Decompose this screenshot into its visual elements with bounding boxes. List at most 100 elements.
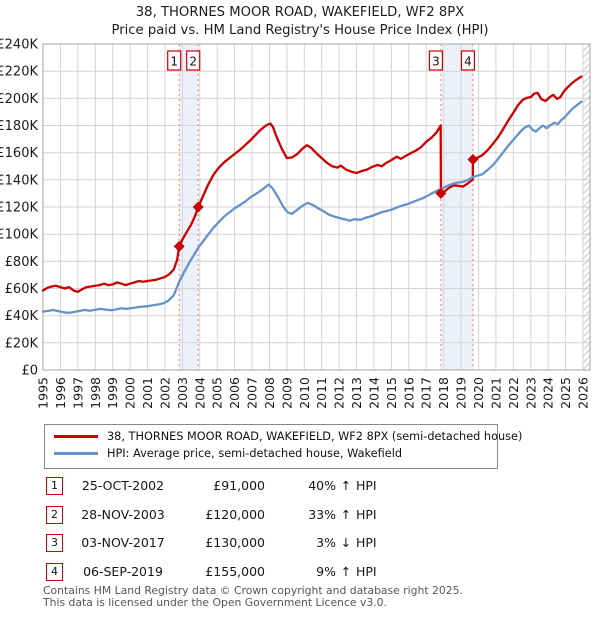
future-hatch-line (582, 297, 591, 305)
future-hatch-line (582, 310, 591, 318)
future-hatch-line (582, 290, 591, 299)
future-hatch-line (582, 141, 591, 149)
future-hatch-line (582, 284, 591, 292)
transaction-marker-number: 3 (46, 534, 63, 552)
sale-marker-box (167, 50, 182, 71)
x-tick-label: 1998 (88, 377, 103, 409)
future-hatch-line (582, 212, 591, 221)
hpi-line-swatch (54, 452, 98, 455)
x-tick-label: 2006 (227, 377, 242, 409)
x-tick-label: 2008 (262, 377, 277, 409)
x-tick-label: 2016 (401, 377, 416, 409)
x-tick-label: 2000 (123, 377, 138, 409)
future-hatch-line (582, 199, 591, 208)
transaction-price: £130,000 (205, 535, 265, 550)
price-line-swatch (54, 435, 98, 438)
future-hatch-line (582, 50, 591, 58)
x-tick-label: 1997 (70, 377, 85, 409)
up-arrow-icon: ↑ (340, 564, 352, 579)
x-tick-label: 1996 (53, 377, 68, 409)
x-tick-label: 2024 (541, 377, 556, 409)
transaction-hpi-percent: 33% (308, 507, 336, 522)
x-tick-label: 2026 (576, 377, 591, 409)
future-hatch-line (582, 108, 591, 117)
sale-point-marker (173, 240, 185, 252)
x-tick-label: 2022 (506, 377, 521, 409)
future-hatch-line (582, 225, 591, 234)
up-arrow-icon: ↑ (340, 507, 352, 522)
transaction-hpi-percent: 9% (316, 564, 336, 579)
down-arrow-icon: ↓ (340, 535, 352, 550)
sale-point-marker (467, 153, 479, 165)
x-tick-label: 2011 (314, 377, 329, 409)
future-hatch-line (582, 56, 591, 65)
x-tick-label: 2021 (488, 377, 503, 409)
transaction-price: £120,000 (205, 507, 265, 522)
x-tick-label: 2003 (175, 377, 190, 409)
future-hatch-line (582, 245, 591, 253)
up-arrow-icon: ↑ (340, 478, 352, 493)
future-hatch-line (582, 206, 591, 214)
transaction-date: 03-NOV-2017 (81, 535, 165, 550)
future-hatch-line (582, 128, 591, 136)
transaction-marker-number: 1 (46, 477, 63, 495)
future-hatch-line (582, 329, 591, 338)
table-row: 1 25-OCT-2002 £91,000 40% ↑ HPI (46, 477, 446, 497)
table-row: 3 03-NOV-2017 £130,000 3% ↓ HPI (46, 534, 446, 554)
transaction-price: £155,000 (205, 564, 265, 579)
x-tick-label: 2014 (367, 377, 382, 409)
x-tick-label: 2005 (210, 377, 225, 409)
sale-marker-box (186, 50, 201, 71)
x-tick-label: 2015 (384, 377, 399, 409)
sale-marker-box (460, 50, 475, 71)
x-tick-label: 2025 (558, 377, 573, 409)
x-tick-label: 2009 (279, 377, 294, 409)
future-hatch-line (582, 277, 591, 286)
x-tick-label: 2013 (349, 377, 364, 409)
future-hatch-line (582, 43, 591, 52)
future-hatch-line (582, 180, 591, 188)
x-tick-label: 2002 (157, 377, 172, 409)
x-tick-label: 2019 (454, 377, 469, 409)
x-tick-label: 1999 (105, 377, 120, 409)
future-hatch-line (582, 134, 591, 143)
transaction-date: 25-OCT-2002 (81, 478, 165, 493)
x-tick-label: 2017 (419, 377, 434, 409)
y-tick-label: £180K (0, 119, 38, 134)
chart-legend: 38, THORNES MOOR ROAD, WAKEFIELD, WF2 8P… (44, 424, 522, 469)
future-hatch-line (582, 232, 591, 240)
hpi-line (41, 100, 583, 315)
legend-row-price-paid: 38, THORNES MOOR ROAD, WAKEFIELD, WF2 8P… (45, 428, 522, 445)
transaction-hpi-percent: 3% (316, 535, 336, 550)
transaction-price: £91,000 (213, 478, 265, 493)
x-tick-label: 2001 (140, 377, 155, 409)
x-tick-label: 2007 (245, 377, 260, 409)
future-hatch-line (582, 82, 591, 91)
future-hatch-line (582, 355, 591, 364)
price-line-legend-label: 38, THORNES MOOR ROAD, WAKEFIELD, WF2 8P… (107, 430, 523, 443)
future-hatch-line (582, 349, 591, 357)
future-hatch-line (582, 154, 591, 162)
y-tick-label: £120K (0, 201, 38, 216)
transaction-date: 06-SEP-2019 (83, 564, 163, 579)
y-tick-label: £140K (0, 173, 38, 188)
transaction-hpi-percent: 40% (308, 478, 336, 493)
future-hatch-line (582, 115, 591, 123)
price-paid-line (41, 75, 583, 294)
future-hatch-line (582, 258, 591, 266)
future-hatch-line (582, 271, 591, 279)
y-tick-label: £0 (21, 364, 38, 379)
future-hatch-line (582, 303, 591, 312)
y-tick-label: £200K (0, 92, 38, 107)
transaction-marker-number: 2 (46, 506, 63, 524)
future-hatch-line (582, 251, 591, 260)
sale-marker-box-number: 4 (464, 55, 472, 69)
x-tick-label: 2012 (332, 377, 347, 409)
plot-border (42, 43, 591, 371)
y-tick-label: £100K (0, 228, 38, 243)
sale-marker-box-number: 1 (170, 55, 178, 69)
future-hatch-line (582, 102, 591, 110)
future-hatch-line (582, 362, 591, 370)
x-tick-label: 2023 (523, 377, 538, 409)
